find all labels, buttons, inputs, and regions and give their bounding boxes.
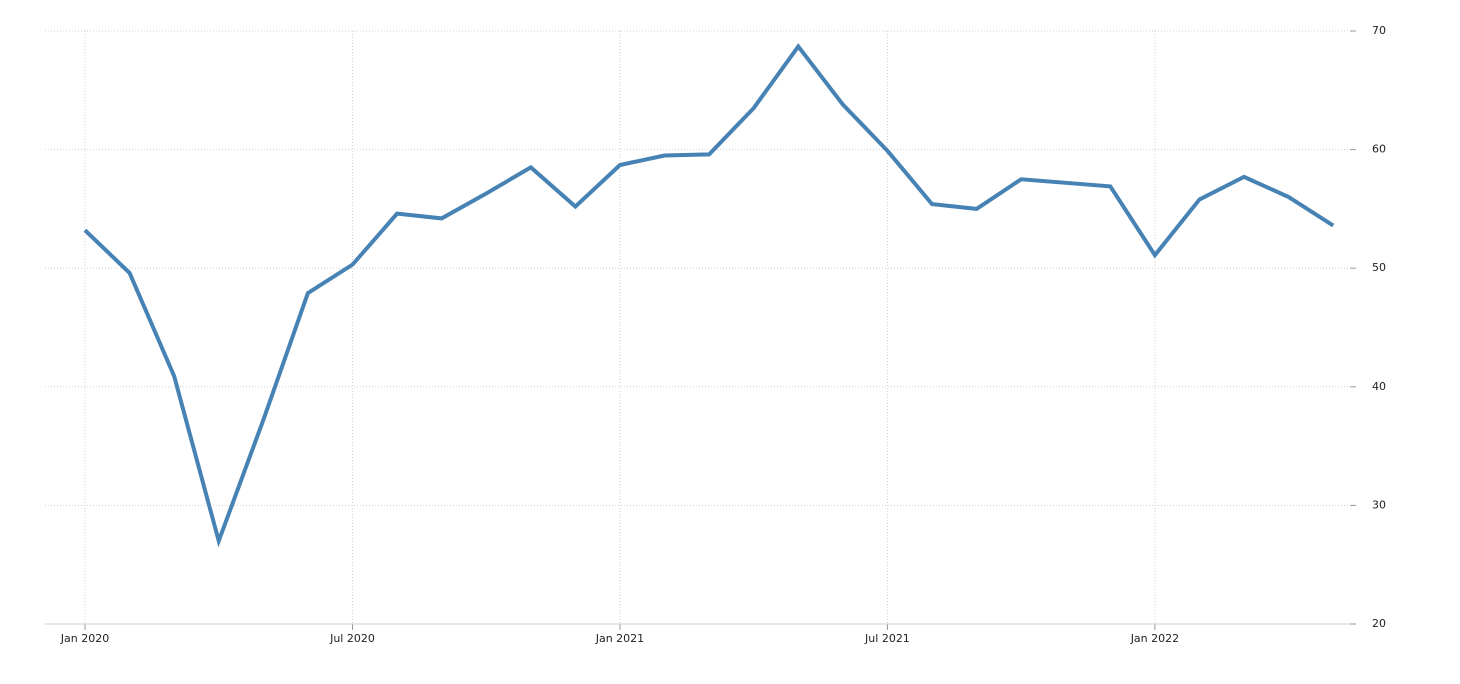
- y-tick-label: 30: [1372, 498, 1386, 511]
- x-tick-label: Jul 2020: [329, 632, 375, 645]
- x-tick-label: Jan 2020: [60, 632, 109, 645]
- y-tick-label: 20: [1372, 617, 1386, 630]
- x-tick-label: Jul 2021: [864, 632, 910, 645]
- y-tick-label: 70: [1372, 24, 1386, 37]
- data-line: [83, 43, 1335, 548]
- y-tick-label: 40: [1372, 380, 1386, 393]
- x-tick-label: Jan 2022: [1130, 632, 1179, 645]
- y-tick-label: 60: [1372, 143, 1386, 156]
- y-tick-label: 50: [1372, 261, 1386, 274]
- x-tick-label: Jan 2021: [595, 632, 644, 645]
